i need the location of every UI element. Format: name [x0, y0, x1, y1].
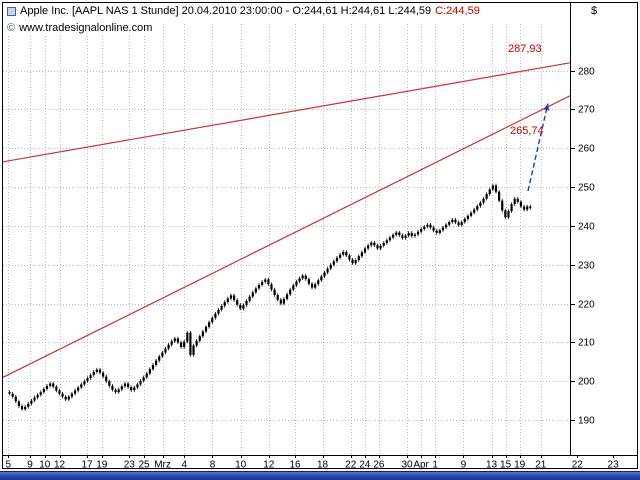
x-axis: 5 9 10 12 17 19 23 25 Mrz 4 8 10 12 16 18 22 24 26 30 Apr 1 9… [6, 455, 620, 471]
x-axis-label: 9 [27, 460, 33, 471]
x-axis-label: 22 [345, 460, 357, 471]
x-axis-label: 15 [500, 460, 512, 471]
gridlines [3, 24, 570, 455]
x-axis-label: 19 [96, 460, 108, 471]
y-axis-label: 230 [578, 261, 595, 272]
projection-arrow-head [543, 103, 550, 111]
x-axis-label: 30 [401, 460, 413, 471]
x-axis-label: 22 [572, 460, 584, 471]
x-axis-label: 1 [432, 460, 438, 471]
x-axis-label: 4 [182, 460, 188, 471]
y-axis-label: 280 [578, 67, 595, 78]
copyright-line: © www.tradesignalonline.com [7, 22, 156, 34]
x-axis-label: 10 [39, 460, 51, 471]
projection-arrow [527, 103, 549, 192]
y-axis-label: 210 [578, 338, 595, 349]
y-axis-label: 200 [578, 377, 595, 388]
y-axis-label: 240 [578, 222, 595, 233]
lower-channel-price-label: 265,74 [510, 125, 544, 137]
last-close-value: C:244,59 [435, 5, 480, 17]
copyright-icon: © [7, 22, 16, 34]
y-axis-label: 220 [578, 300, 595, 311]
x-axis-label: 19 [514, 460, 526, 471]
instrument-info: Apple Inc. [AAPL NAS 1 Stunde] 20.04.201… [20, 5, 432, 17]
x-axis-label: Apr [413, 460, 429, 471]
candlestick-series [8, 183, 532, 411]
y-axis-label: 260 [578, 144, 595, 155]
x-axis-label: 17 [81, 460, 93, 471]
y-axis-label: 270 [578, 105, 595, 116]
x-axis-label: 13 [486, 460, 498, 471]
y-axis: 190 200 210 220 230 240 250 260 270 280 [570, 67, 595, 427]
x-axis-label: 26 [373, 460, 385, 471]
chart-header: Apple Inc. [AAPL NAS 1 Stunde] 20.04.201… [7, 5, 483, 17]
lower-channel-trendline [2, 95, 571, 378]
x-axis-label: 10 [235, 460, 247, 471]
copyright-text: www.tradesignalonline.com [19, 22, 153, 34]
y-axis-label: 250 [578, 183, 595, 194]
y-axis-label: 190 [578, 416, 595, 427]
x-axis-label: 18 [317, 460, 329, 471]
x-axis-label: 5 [6, 460, 12, 471]
chart-frame-lines [2, 2, 638, 469]
x-axis-label: 8 [210, 460, 216, 471]
x-axis-label: 12 [54, 460, 66, 471]
instrument-pin-icon [7, 6, 16, 16]
upper-channel-trendline [2, 62, 571, 163]
x-axis-label: Mrz [154, 460, 171, 471]
x-axis-label: 9 [461, 460, 467, 471]
x-axis-label: 21 [535, 460, 547, 471]
x-axis-label: 12 [263, 460, 275, 471]
bottom-bar [0, 471, 640, 480]
x-axis-label: 23 [608, 460, 620, 471]
currency-unit-label: $ [591, 5, 598, 17]
upper-channel-price-label: 287,93 [508, 43, 542, 55]
x-axis-label: 16 [289, 460, 301, 471]
x-axis-label: 23 [124, 460, 136, 471]
x-axis-label: 24 [359, 460, 371, 471]
x-axis-label: 25 [138, 460, 150, 471]
